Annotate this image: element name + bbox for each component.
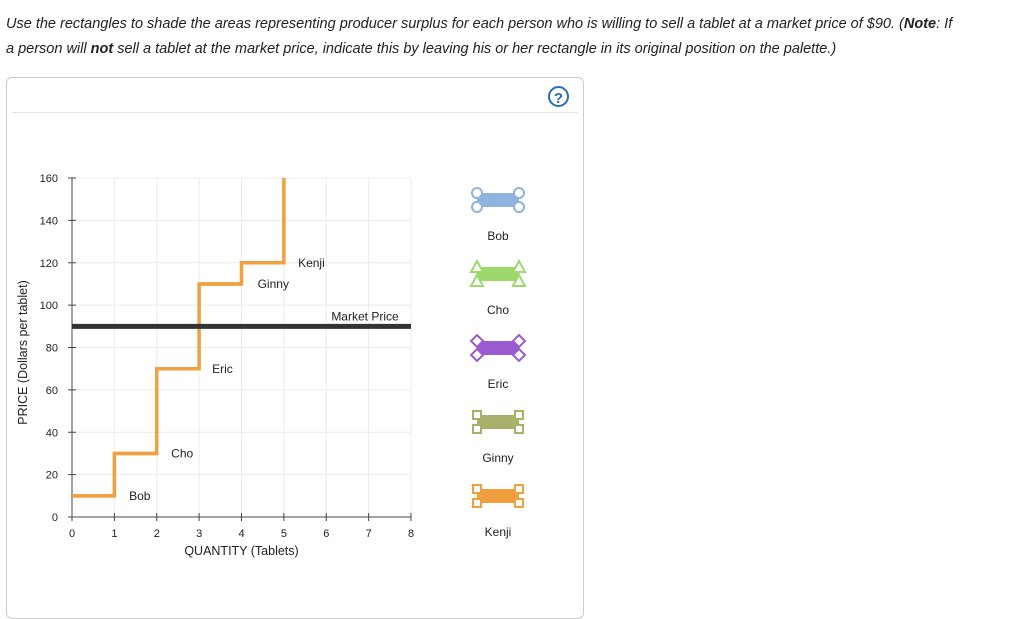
instructions-part1: Use the rectangles to shade the areas re… [6,16,904,32]
palette-rect-bob[interactable] [471,187,525,213]
y-tick-label: 40 [46,427,58,439]
rect-fill [477,415,519,429]
handle-triangle-icon [511,272,527,287]
handle-square-icon [472,410,482,420]
palette-rect-kenji[interactable] [472,484,524,508]
not-word: not [90,41,114,57]
handle-diamond-icon [511,347,527,363]
palette-rect-eric[interactable] [469,333,527,363]
palette-label-kenji: Kenji [485,525,512,539]
handle-circle-icon [471,187,483,199]
handle-square-icon [514,410,524,420]
handle-circle-icon [513,187,525,199]
x-tick-label: 3 [196,528,202,540]
y-axis-title: PRICE (Dollars per tablet) [16,280,30,425]
handle-circle-icon [471,201,483,213]
x-tick-label: 4 [238,528,244,540]
y-tick-label: 60 [46,385,58,397]
step-label-eric: Eric [212,362,233,376]
y-tick-label: 140 [40,215,58,227]
palette-label-ginny: Ginny [482,451,513,465]
palette-rect-ginny[interactable] [472,410,524,434]
handle-square-icon [514,498,524,508]
handle-triangle-icon [511,258,527,273]
step-label-bob: Bob [129,489,151,503]
handle-square-icon [514,484,524,494]
x-axis-title: QUANTITY (Tablets) [184,544,298,558]
handle-diamond-icon [469,333,485,349]
y-tick-label: 100 [40,300,58,312]
x-tick-label: 8 [408,528,414,540]
palette-rect-cho[interactable] [469,258,527,287]
handle-diamond-icon [469,347,485,363]
step-label-kenji: Kenji [298,256,325,270]
handle-diamond-icon [511,333,527,349]
y-tick-label: 0 [52,512,58,524]
handle-circle-icon [513,201,525,213]
handle-square-icon [472,484,482,494]
palette-label-bob: Bob [487,229,509,243]
instructions-part4: sell a tablet at the market price, indic… [113,41,837,57]
instructions-part2: : If [936,16,953,32]
palette-label-cho: Cho [487,303,509,317]
market-price-label: Market Price [331,309,399,323]
y-tick-label: 80 [46,343,58,355]
producer-surplus-chart: 0 20 40 60 80 100 120 140 160 0 1 2 3 4 5 6 7 8 QUANTITY (… [16,173,527,558]
handle-square-icon [472,498,482,508]
y-tick-label: 120 [40,258,58,270]
instructions: Use the rectangles to shade the areas re… [6,12,1006,62]
x-tick-label: 0 [69,528,75,540]
rect-fill [477,267,519,281]
x-tick-label: 2 [154,528,160,540]
palette-label-eric: Eric [488,377,509,391]
panel-divider [12,112,578,113]
x-tick-label: 5 [281,528,287,540]
y-tick-label: 160 [40,173,58,185]
rect-fill [477,193,519,207]
instructions-part3: a person will [6,41,91,57]
handle-triangle-icon [469,258,485,273]
handle-square-icon [472,424,482,434]
help-icon[interactable]: ? [548,86,569,107]
rect-fill [477,341,519,355]
handle-square-icon [514,424,524,434]
note-label: Note [903,16,937,32]
handle-triangle-icon [469,272,485,287]
y-tick-label: 20 [46,470,58,482]
step-label-ginny: Ginny [258,277,289,291]
x-tick-label: 1 [111,528,117,540]
step-label-cho: Cho [171,447,193,461]
x-tick-label: 6 [323,528,329,540]
rect-fill [477,489,519,503]
x-tick-label: 7 [366,528,372,540]
